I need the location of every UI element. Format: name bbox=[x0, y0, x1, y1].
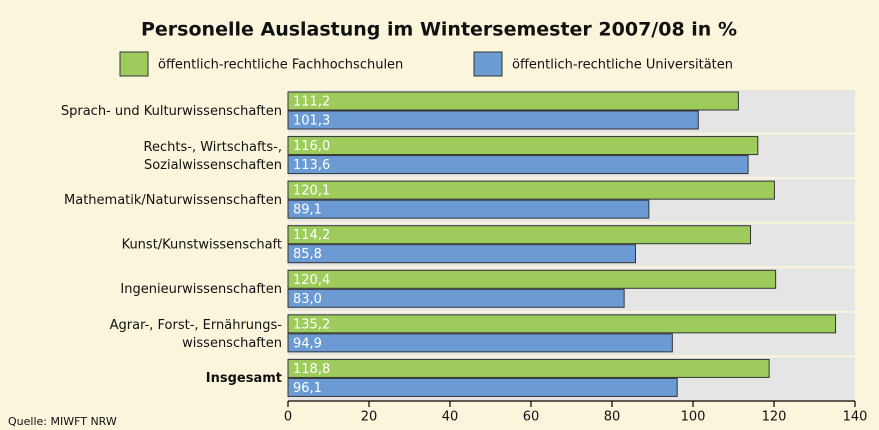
value-label: 118,8 bbox=[293, 362, 330, 377]
value-label: 96,1 bbox=[293, 381, 322, 396]
value-label: 94,9 bbox=[293, 336, 322, 351]
value-label: 120,1 bbox=[293, 184, 330, 199]
value-label: 135,2 bbox=[293, 317, 330, 332]
bar bbox=[287, 288, 625, 308]
bar bbox=[287, 110, 699, 130]
bar bbox=[287, 155, 749, 175]
category-label: Kunst/Kunstwissenschaft bbox=[122, 238, 282, 253]
bar bbox=[287, 377, 678, 397]
x-tick-label: 20 bbox=[361, 410, 378, 425]
bar bbox=[287, 136, 759, 156]
bar bbox=[287, 358, 770, 378]
legend-swatch bbox=[119, 51, 149, 77]
category-label: Agrar-, Forst-, Ernährungs-wissenschafte… bbox=[110, 318, 283, 351]
value-label: 89,1 bbox=[293, 203, 322, 218]
value-label: 85,8 bbox=[293, 247, 322, 262]
bar bbox=[287, 314, 837, 334]
bar bbox=[287, 333, 673, 353]
category-label: Mathematik/Naturwissenschaften bbox=[64, 193, 282, 208]
bar bbox=[287, 269, 777, 289]
x-tick-label: 100 bbox=[681, 410, 706, 425]
bar bbox=[287, 91, 739, 111]
value-label: 113,6 bbox=[293, 158, 330, 173]
value-label: 83,0 bbox=[293, 292, 322, 307]
category-label: Insgesamt bbox=[206, 371, 282, 386]
x-tick-label: 80 bbox=[604, 410, 621, 425]
legend-label: öffentlich-rechtliche Universitäten bbox=[512, 58, 733, 73]
source: Quelle: MIWFT NRW bbox=[8, 415, 117, 428]
x-tick-label: 0 bbox=[284, 410, 292, 425]
category-label: Rechts-, Wirtschafts-, Sozialwissenschaft… bbox=[144, 139, 282, 172]
category-label: Ingenieurwissenschaften bbox=[120, 282, 282, 297]
bar bbox=[287, 225, 752, 245]
x-tick-label: 120 bbox=[762, 410, 787, 425]
x-tick-label: 60 bbox=[523, 410, 540, 425]
legend-swatch bbox=[473, 51, 503, 77]
legend-label: öffentlich-rechtliche Fachhochschulen bbox=[158, 58, 403, 73]
value-label: 114,2 bbox=[293, 228, 330, 243]
value-label: 101,3 bbox=[293, 114, 330, 129]
category-label: Sprach- und Kulturwissenschaften bbox=[61, 104, 282, 119]
x-tick-label: 40 bbox=[442, 410, 459, 425]
bar bbox=[287, 180, 775, 200]
bar bbox=[287, 244, 636, 264]
value-label: 111,2 bbox=[293, 95, 330, 110]
chart-title: Personelle Auslastung im Wintersemester … bbox=[141, 19, 737, 41]
x-tick-label: 140 bbox=[843, 410, 868, 425]
value-label: 120,4 bbox=[293, 273, 330, 288]
bar bbox=[287, 199, 650, 219]
value-label: 116,0 bbox=[293, 139, 330, 154]
